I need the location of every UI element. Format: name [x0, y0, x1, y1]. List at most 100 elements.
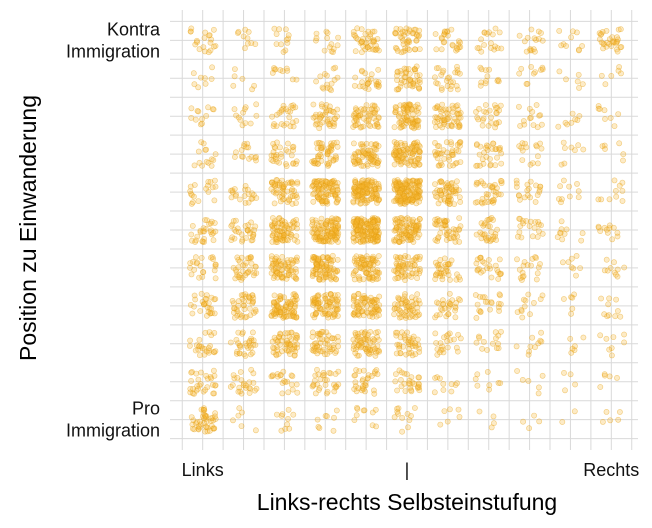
- data-point: [323, 234, 329, 241]
- data-point: [335, 34, 341, 41]
- data-point: [247, 344, 254, 351]
- data-point: [406, 39, 413, 45]
- data-point: [525, 291, 532, 298]
- data-point: [355, 148, 361, 155]
- data-point: [284, 272, 290, 279]
- data-point: [406, 377, 413, 384]
- data-point: [409, 111, 416, 118]
- data-point: [358, 197, 365, 203]
- data-point: [534, 233, 541, 240]
- data-point: [293, 192, 300, 198]
- data-point: [394, 387, 400, 394]
- data-point: [558, 42, 565, 49]
- data-point: [487, 306, 493, 313]
- data-point: [288, 232, 295, 238]
- data-point: [335, 306, 341, 313]
- data-point: [486, 66, 492, 73]
- data-point: [334, 216, 341, 223]
- data-point: [436, 375, 443, 382]
- data-point: [253, 101, 260, 108]
- data-point: [440, 387, 447, 393]
- data-point: [455, 187, 462, 194]
- data-point: [335, 302, 341, 308]
- data-point: [402, 252, 409, 259]
- data-point: [290, 147, 297, 154]
- data-point: [534, 270, 541, 277]
- data-point: [406, 314, 413, 321]
- data-point: [392, 107, 399, 114]
- data-point: [288, 381, 295, 388]
- data-point: [445, 182, 452, 189]
- data-point: [523, 144, 530, 151]
- data-point: [211, 296, 218, 303]
- data-point: [412, 351, 419, 358]
- data-point: [187, 337, 193, 344]
- data-point: [602, 81, 609, 88]
- data-point: [230, 300, 237, 307]
- data-point: [354, 236, 361, 243]
- data-point: [486, 107, 493, 114]
- data-point: [247, 351, 254, 358]
- data-point: [403, 198, 410, 205]
- data-point: [486, 263, 493, 269]
- data-point: [319, 103, 325, 110]
- data-point: [269, 372, 276, 378]
- data-point: [489, 31, 496, 38]
- data-point: [249, 300, 256, 307]
- data-point: [228, 223, 235, 229]
- data-point: [488, 40, 494, 47]
- data-point: [432, 181, 438, 187]
- data-point: [291, 314, 298, 320]
- data-point: [247, 120, 254, 127]
- data-point: [316, 276, 323, 283]
- data-point: [358, 162, 365, 169]
- data-point: [528, 64, 534, 70]
- data-point: [597, 332, 604, 339]
- data-point: [433, 80, 439, 86]
- data-point: [291, 344, 298, 351]
- data-point: [242, 291, 249, 297]
- data-point: [311, 377, 318, 384]
- data-point: [210, 26, 217, 33]
- data-point: [195, 148, 202, 155]
- data-point: [272, 155, 279, 162]
- data-point: [212, 348, 219, 354]
- data-point: [413, 193, 420, 200]
- data-point: [273, 411, 280, 418]
- data-point: [455, 106, 462, 113]
- data-point: [249, 233, 256, 240]
- data-point: [314, 120, 320, 127]
- data-point: [276, 293, 283, 299]
- data-point: [187, 260, 194, 266]
- data-point: [369, 102, 376, 109]
- data-point: [286, 196, 292, 203]
- data-point: [372, 46, 379, 53]
- data-point: [334, 256, 341, 263]
- data-point: [451, 336, 457, 343]
- data-point: [432, 375, 438, 381]
- data-point: [521, 303, 528, 310]
- data-point: [367, 112, 374, 119]
- data-point: [200, 269, 207, 276]
- data-point: [453, 83, 460, 89]
- data-point: [521, 38, 528, 45]
- data-point: [212, 275, 219, 282]
- data-point: [239, 238, 245, 245]
- data-point: [531, 412, 537, 419]
- data-point: [397, 34, 404, 40]
- data-point: [537, 261, 543, 267]
- data-point: [272, 145, 279, 151]
- data-point: [529, 233, 536, 240]
- data-point: [611, 177, 618, 184]
- data-point: [516, 32, 523, 39]
- data-point: [196, 46, 203, 53]
- data-point: [438, 86, 445, 93]
- data-point: [231, 106, 238, 113]
- data-point: [333, 407, 340, 414]
- data-point: [375, 337, 382, 343]
- data-point: [363, 181, 370, 188]
- data-point: [444, 75, 451, 81]
- data-point: [441, 117, 448, 123]
- data-point: [351, 292, 357, 299]
